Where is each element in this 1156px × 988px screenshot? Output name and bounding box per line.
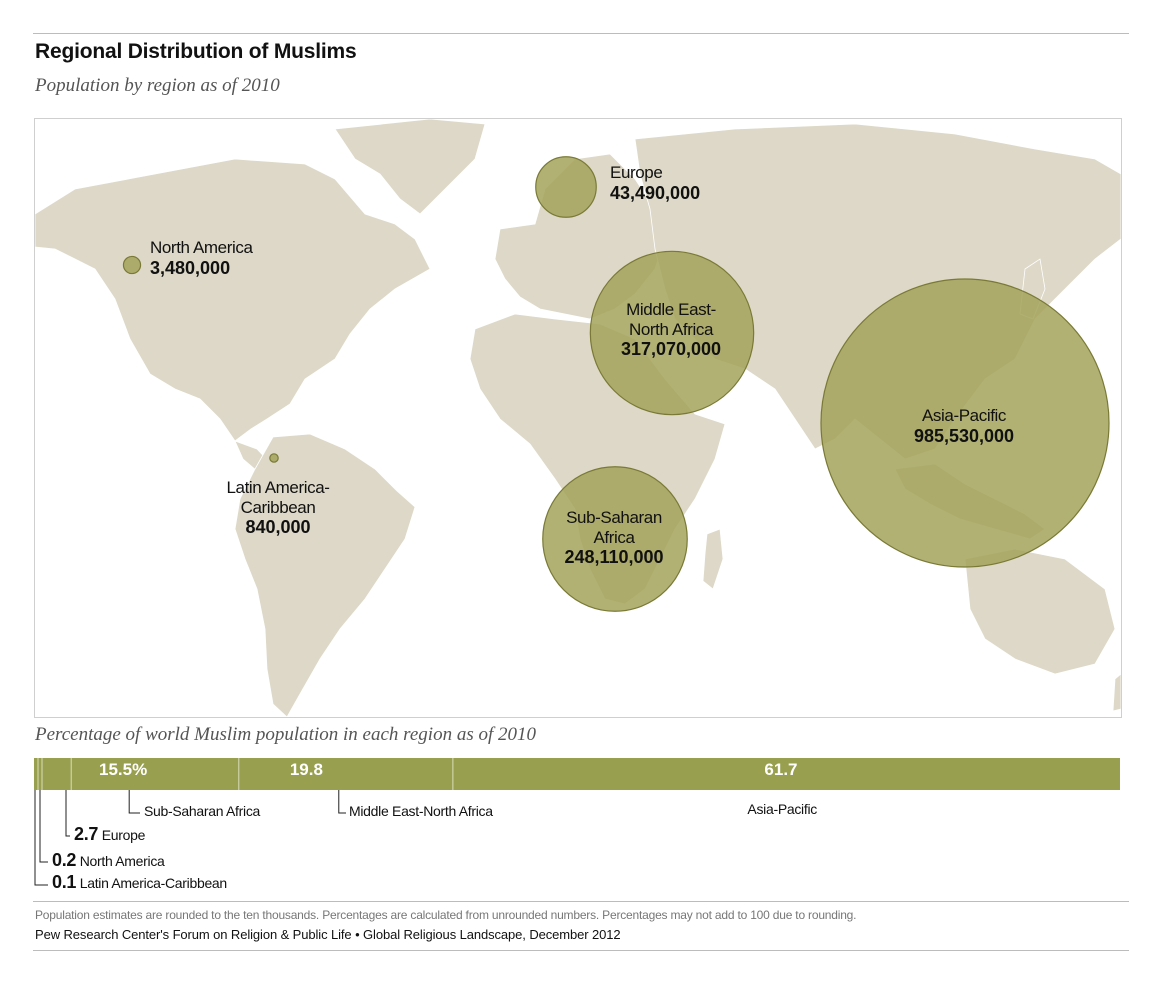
bar-segment-north-america	[38, 758, 42, 790]
bubble-asia-pacific	[820, 278, 1110, 568]
bar-label-sub-saharan-africa: Sub-Saharan Africa	[144, 803, 260, 819]
bar-value-asia-pacific: 61.7	[764, 760, 798, 779]
leader-line	[34, 790, 48, 886]
bubble-north-america	[122, 255, 142, 275]
bar-label-name: Sub-Saharan Africa	[144, 803, 261, 819]
bar-label-value: 0.1	[52, 872, 77, 892]
bar-label-name: North America	[79, 853, 165, 869]
bar-label-north-america: 0.2 North America	[52, 850, 165, 871]
bar-label-name: Europe	[101, 827, 146, 843]
chart-title: Regional Distribution of Muslims	[35, 40, 357, 63]
top-rule	[33, 33, 1129, 34]
source-note: Pew Research Center's Forum on Religion …	[35, 927, 621, 942]
bubble-sub-saharan-africa	[542, 466, 688, 612]
percentage-bar-svg	[34, 758, 1120, 790]
bar-segment-europe	[42, 758, 72, 790]
bubble-latin-america-caribbean	[269, 453, 279, 463]
bar-label-name: Middle East-North Africa	[349, 803, 493, 819]
bar-label-middle-east-north-africa: Middle East-North Africa	[349, 803, 493, 819]
bar-segment-asia-pacific	[452, 758, 1120, 790]
madagascar-land	[702, 528, 724, 590]
bar-label-name: Asia-Pacific	[747, 801, 817, 817]
bar-segment-sub-saharan-africa	[71, 758, 239, 790]
new-zealand-land	[1112, 673, 1121, 712]
footnote: Population estimates are rounded to the …	[35, 908, 857, 922]
footer-rule	[33, 901, 1129, 902]
bar-label-value: 2.7	[74, 824, 99, 844]
bar-label-asia-pacific: Asia-Pacific	[747, 801, 817, 817]
bar-value-sub-saharan-africa: 15.5%	[98, 760, 148, 779]
bottom-rule	[33, 950, 1129, 951]
percentage-bar	[34, 758, 1120, 790]
bar-label-value: 0.2	[52, 850, 77, 870]
bar-label-latin-america-caribbean: 0.1 Latin America-Caribbean	[52, 872, 227, 893]
bubble-middle-east-north-africa	[589, 250, 755, 416]
leader-line	[65, 790, 70, 837]
bar-segment-latin-america-caribbean	[34, 758, 38, 790]
bubble-europe	[535, 156, 597, 218]
greenland-land	[334, 119, 486, 215]
bar-segment-middle-east-north-africa	[238, 758, 453, 790]
bar-chart-title: Percentage of world Muslim population in…	[35, 724, 536, 745]
map-svg	[35, 119, 1121, 717]
leader-line	[39, 790, 48, 863]
north-america-land	[35, 158, 431, 442]
bubble-layer	[122, 156, 1110, 612]
world-map	[34, 118, 1122, 718]
bar-label-europe: 2.7 Europe	[74, 824, 145, 845]
leader-line	[338, 790, 346, 814]
chart-subtitle: Population by region as of 2010	[35, 75, 280, 96]
bar-value-middle-east-north-africa: 19.8	[289, 760, 323, 779]
australia-land	[964, 548, 1116, 675]
leader-line	[128, 790, 140, 814]
south-america-land	[234, 433, 416, 717]
bar-label-name: Latin America-Caribbean	[79, 875, 227, 891]
